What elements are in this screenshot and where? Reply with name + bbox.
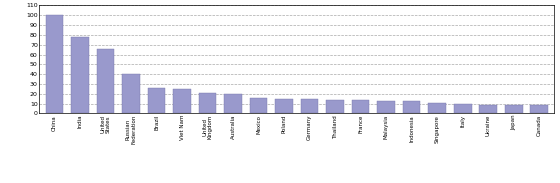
Bar bbox=[530, 105, 548, 113]
Bar bbox=[96, 49, 114, 113]
Bar bbox=[199, 93, 217, 113]
Bar bbox=[45, 15, 63, 113]
Bar bbox=[224, 94, 242, 113]
Bar bbox=[454, 104, 472, 113]
Bar bbox=[505, 105, 522, 113]
Bar bbox=[71, 37, 89, 113]
Bar bbox=[428, 103, 446, 113]
Bar bbox=[250, 98, 268, 113]
Bar bbox=[403, 101, 421, 113]
Bar bbox=[301, 99, 319, 113]
Bar bbox=[326, 100, 344, 113]
Bar bbox=[122, 74, 140, 113]
Bar bbox=[148, 88, 165, 113]
Bar bbox=[275, 99, 293, 113]
Bar bbox=[352, 100, 370, 113]
Bar bbox=[479, 105, 497, 113]
Bar bbox=[377, 101, 395, 113]
Bar bbox=[173, 89, 191, 113]
